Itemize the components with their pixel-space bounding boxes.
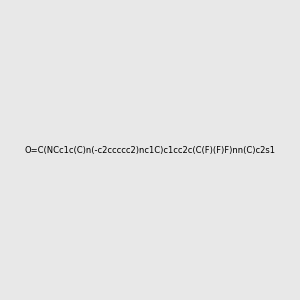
Text: O=C(NCc1c(C)n(-c2ccccc2)nc1C)c1cc2c(C(F)(F)F)nn(C)c2s1: O=C(NCc1c(C)n(-c2ccccc2)nc1C)c1cc2c(C(F)… [25, 146, 275, 154]
